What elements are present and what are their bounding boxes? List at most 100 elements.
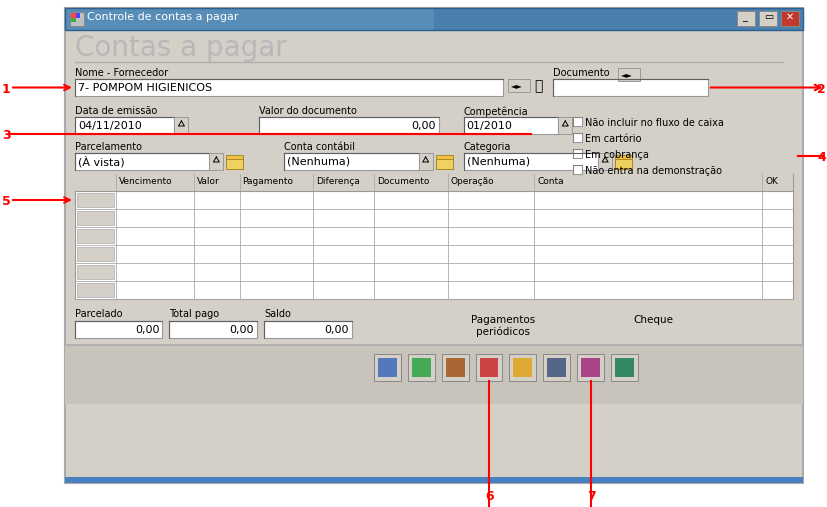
Text: 1: 1 [2,83,11,95]
Bar [70,18,76,22]
Bar [377,358,396,377]
Bar [174,117,189,134]
Text: Nome - Fornecedor: Nome - Fornecedor [74,68,168,78]
Bar [547,358,566,377]
Bar [74,321,162,338]
Text: Vencimento: Vencimento [119,177,172,186]
Text: Valor: Valor [197,177,219,186]
Bar [572,149,581,158]
Bar [509,354,536,381]
Bar [77,211,114,225]
Bar [77,247,114,261]
Bar [614,155,631,169]
Text: 7: 7 [586,490,595,503]
Text: 7- POMPOM HIGIENICOS: 7- POMPOM HIGIENICOS [78,83,212,92]
Bar [435,155,452,169]
Bar [411,358,430,377]
Bar [557,117,571,134]
Bar [572,117,581,126]
Bar [533,78,551,96]
Bar [65,477,801,483]
Text: 04/11/2010: 04/11/2010 [78,121,141,130]
Text: Não incluir no fluxo de caixa: Não incluir no fluxo de caixa [585,118,723,128]
Text: Documento: Documento [552,68,609,78]
Bar [508,79,530,92]
Text: 2: 2 [816,83,825,95]
Text: Diferença: Diferença [316,177,360,186]
Text: ✕: ✕ [785,12,793,22]
Text: ◄►: ◄► [511,81,523,90]
Bar [441,354,468,381]
Text: 0,00: 0,00 [411,121,435,130]
Text: Documento: Documento [376,177,429,186]
Text: (Nenhuma): (Nenhuma) [287,157,350,166]
Bar [264,321,351,338]
Bar [77,193,114,207]
Bar [418,153,433,170]
Bar [614,358,633,377]
Bar [69,12,84,26]
Bar [463,153,597,170]
Bar [736,11,753,26]
Text: ◄►: ◄► [620,70,632,79]
Text: Saldo: Saldo [264,309,291,319]
Bar [614,159,631,169]
Text: (À vista): (À vista) [78,156,124,167]
Text: 👁: 👁 [533,79,542,93]
Bar [209,153,223,170]
Text: 5: 5 [2,195,11,208]
Bar [581,358,600,377]
Bar [259,117,438,134]
Bar [576,354,604,381]
Bar [572,133,581,142]
Text: 6: 6 [485,490,493,503]
Text: Em cobrança: Em cobrança [585,150,648,160]
Text: Valor do documento: Valor do documento [259,106,356,116]
Text: Contas a pagar: Contas a pagar [74,34,286,62]
Bar [479,358,498,377]
Text: 3: 3 [2,129,11,142]
Bar [70,13,76,18]
Text: 4: 4 [816,151,825,164]
Text: Data de emissão: Data de emissão [74,106,157,116]
Text: Parcelado: Parcelado [74,309,122,319]
Text: ▭: ▭ [762,12,772,22]
Bar [226,159,243,169]
Bar [513,358,532,377]
Text: Parcelamento: Parcelamento [74,142,141,152]
Text: 0,00: 0,00 [229,324,254,335]
Bar [475,354,502,381]
Text: (Nenhuma): (Nenhuma) [466,157,529,166]
Bar [74,117,174,134]
Bar [170,321,257,338]
Text: Conta contábil: Conta contábil [284,142,355,152]
Bar [435,159,452,169]
Text: Não entra na demonstração: Não entra na demonstração [585,166,721,176]
Bar [463,117,557,134]
Text: 0,00: 0,00 [324,324,348,335]
Bar [77,283,114,297]
Bar [65,344,801,346]
Text: 0,00: 0,00 [135,324,160,335]
Text: OK: OK [764,177,777,186]
Text: 01/2010: 01/2010 [466,121,512,130]
Bar [76,13,79,18]
Bar [617,68,639,81]
Text: Total pago: Total pago [170,309,219,319]
Bar [77,265,114,279]
Bar [77,229,114,243]
Text: Pagamentos
periódicos: Pagamentos periódicos [471,315,535,337]
Text: Controle de contas a pagar: Controle de contas a pagar [87,12,238,22]
Text: _: _ [741,12,746,22]
Bar [74,79,503,96]
Text: Cheque: Cheque [632,315,672,325]
Bar [780,11,797,26]
Bar [74,153,209,170]
Bar [552,79,707,96]
Bar [284,153,418,170]
Text: Operação: Operação [450,177,494,186]
Bar [74,174,791,299]
Text: Em cartório: Em cartório [585,134,641,144]
Bar [65,346,801,404]
Bar [597,153,611,170]
